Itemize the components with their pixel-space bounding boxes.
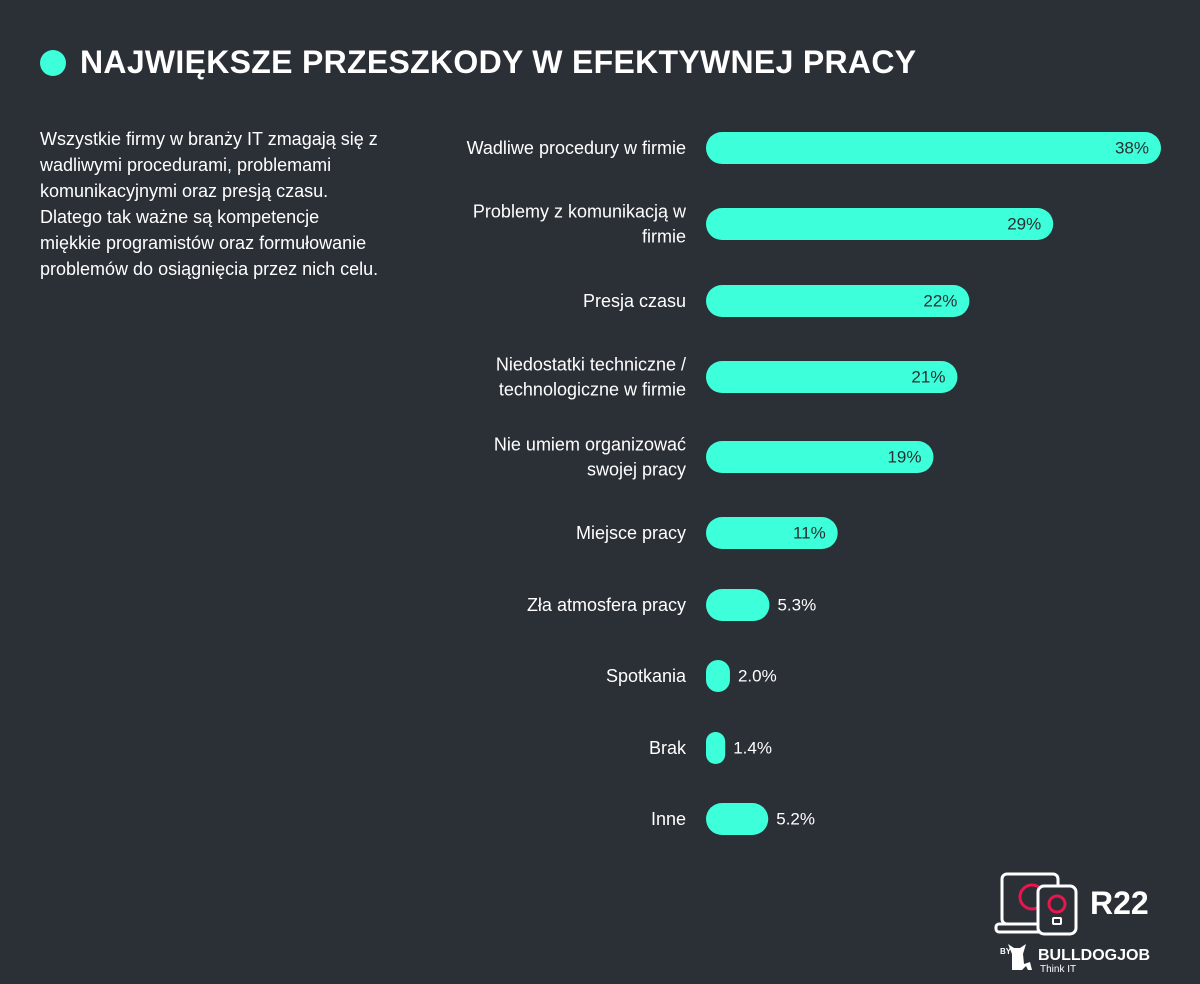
bar-5 xyxy=(706,441,934,473)
page-title: NAJWIĘKSZE PRZESZKODY W EFEKTYWNEJ PRACY xyxy=(80,44,917,80)
category-label-4: Niedostatki techniczne / technologiczne w… xyxy=(496,355,686,400)
bar-1 xyxy=(706,132,1161,164)
description-text: Wszystkie firmy w branży IT zmagają się … xyxy=(40,129,379,279)
value-label-8: 2.0% xyxy=(738,667,777,686)
value-label-2: 29% xyxy=(1007,215,1041,234)
bar-4 xyxy=(706,361,958,393)
value-label-7: 5.3% xyxy=(777,596,816,615)
brand-tagline: Think IT xyxy=(1040,964,1076,975)
value-label-10: 5.2% xyxy=(776,810,815,829)
category-label-line: firmie xyxy=(642,227,686,247)
category-label-line: Niedostatki techniczne / xyxy=(496,355,686,375)
category-label-8: Spotkania xyxy=(606,666,687,686)
title-bullet-icon xyxy=(40,49,66,76)
r22-bulldogjob-logo: R22 BY BULLDOGJOB Think IT xyxy=(994,872,1150,975)
category-label-10: Inne xyxy=(651,809,686,829)
value-label-4: 21% xyxy=(911,368,945,387)
value-label-9: 1.4% xyxy=(733,739,772,758)
edition-label: R22 xyxy=(1090,885,1149,921)
category-label-line: technologiczne w firmie xyxy=(499,380,686,400)
bar-10 xyxy=(706,803,769,835)
category-label-7: Zła atmosfera pracy xyxy=(527,595,686,615)
category-label-2: Problemy z komunikacją w firmie xyxy=(473,202,687,247)
bar-8 xyxy=(706,660,730,692)
bar-7 xyxy=(706,589,770,621)
header: NAJWIĘKSZE PRZESZKODY W EFEKTYWNEJ PRACY xyxy=(40,44,916,81)
category-label-line: Nie umiem organizować xyxy=(494,435,686,455)
category-label-9: Brak xyxy=(649,738,687,758)
category-label-line: Brak xyxy=(649,738,687,758)
bar-9 xyxy=(706,732,726,764)
value-label-1: 38% xyxy=(1115,139,1149,158)
category-label-5: Nie umiem organizować swojej pracy xyxy=(494,435,686,480)
bar-6 xyxy=(706,517,838,549)
value-label-6: 11% xyxy=(793,524,826,543)
category-label-line: Wadliwe procedury w firmie xyxy=(467,138,686,158)
category-label-line: Miejsce pracy xyxy=(576,523,686,543)
category-label-1: Wadliwe procedury w firmie xyxy=(467,138,686,158)
category-label-3: Presja czasu xyxy=(583,291,686,311)
category-label-line: Presja czasu xyxy=(583,291,686,311)
bar-2 xyxy=(706,208,1054,240)
bulldog-icon xyxy=(1008,944,1032,970)
category-label-line: Spotkania xyxy=(606,666,687,686)
category-label-line: Problemy z komunikacją w xyxy=(473,202,687,222)
value-label-3: 22% xyxy=(923,292,957,311)
category-label-line: Inne xyxy=(651,809,686,829)
bar-3 xyxy=(706,285,970,317)
value-label-5: 19% xyxy=(887,448,921,467)
category-label-line: Zła atmosfera pracy xyxy=(527,595,686,615)
laptop-icon xyxy=(994,872,1078,936)
by-label: BY xyxy=(1000,947,1012,956)
category-label-line: swojej pracy xyxy=(587,460,686,480)
category-label-6: Miejsce pracy xyxy=(576,523,686,543)
brand-name: BULLDOGJOB xyxy=(1038,947,1150,964)
